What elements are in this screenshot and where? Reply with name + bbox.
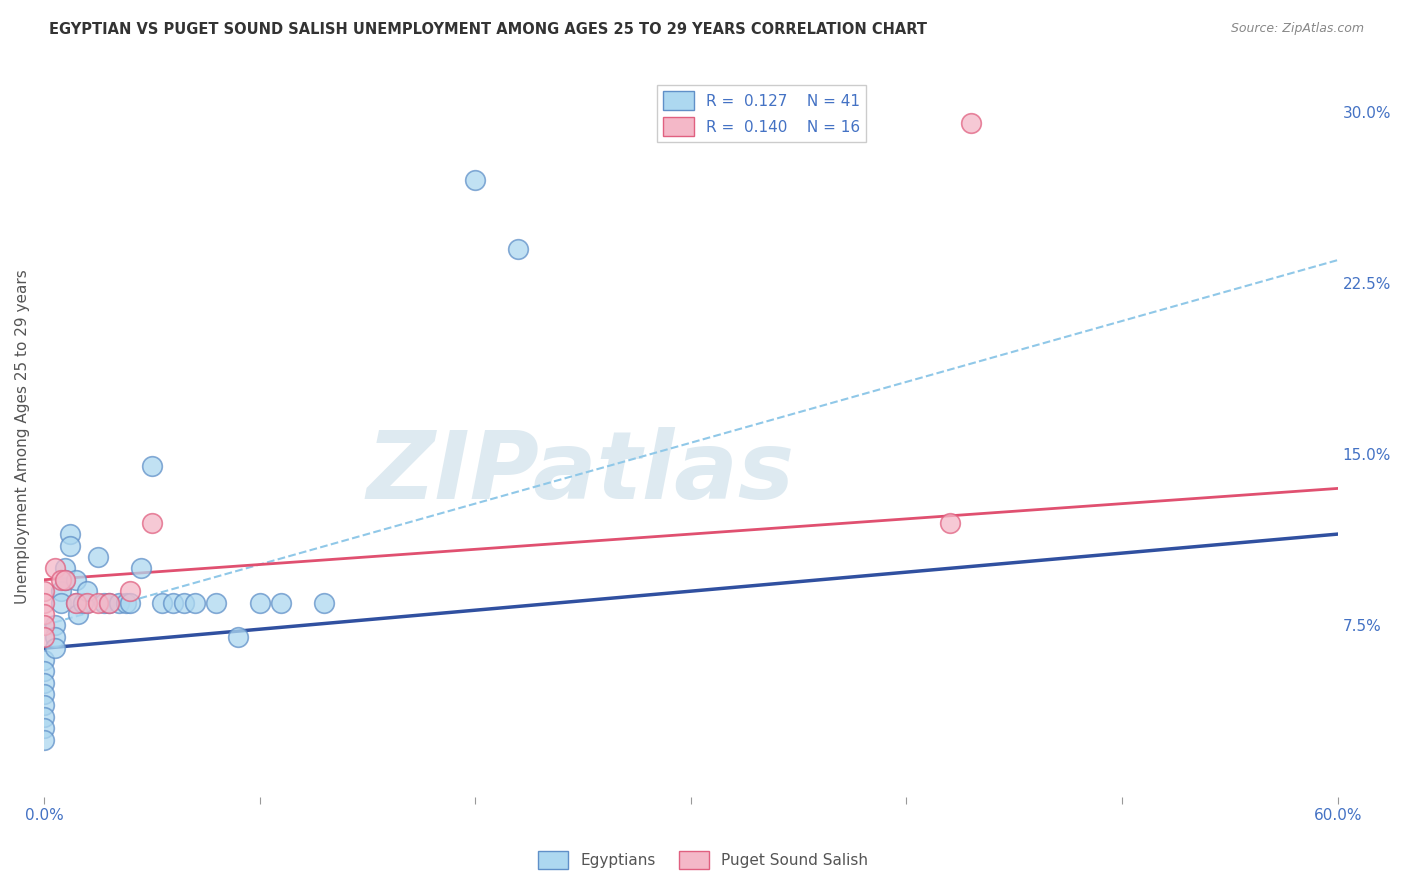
Point bbox=[49, 584, 72, 599]
Point bbox=[152, 596, 174, 610]
Point bbox=[129, 561, 152, 575]
Point bbox=[114, 596, 136, 610]
Point bbox=[141, 516, 163, 530]
Point bbox=[65, 596, 87, 610]
Point bbox=[97, 596, 120, 610]
Point bbox=[97, 596, 120, 610]
Point bbox=[44, 630, 66, 644]
Point bbox=[76, 584, 98, 599]
Point bbox=[44, 561, 66, 575]
Point bbox=[93, 596, 115, 610]
Point bbox=[44, 618, 66, 632]
Point bbox=[59, 527, 82, 541]
Legend: R =  0.127    N = 41, R =  0.140    N = 16: R = 0.127 N = 41, R = 0.140 N = 16 bbox=[658, 85, 866, 142]
Y-axis label: Unemployment Among Ages 25 to 29 years: Unemployment Among Ages 25 to 29 years bbox=[15, 269, 30, 605]
Point bbox=[44, 641, 66, 656]
Point bbox=[141, 458, 163, 473]
Point bbox=[464, 173, 486, 187]
Point bbox=[32, 584, 55, 599]
Point bbox=[32, 721, 55, 735]
Point bbox=[314, 596, 336, 610]
Point bbox=[76, 596, 98, 610]
Point bbox=[938, 516, 960, 530]
Point bbox=[32, 664, 55, 678]
Point bbox=[120, 584, 142, 599]
Point bbox=[55, 573, 77, 587]
Legend: Egyptians, Puget Sound Salish: Egyptians, Puget Sound Salish bbox=[531, 845, 875, 875]
Point bbox=[173, 596, 195, 610]
Point bbox=[32, 618, 55, 632]
Point bbox=[87, 596, 110, 610]
Point bbox=[65, 596, 87, 610]
Point bbox=[49, 573, 72, 587]
Point bbox=[32, 630, 55, 644]
Point bbox=[120, 596, 142, 610]
Point bbox=[184, 596, 207, 610]
Point bbox=[87, 549, 110, 564]
Point bbox=[108, 596, 131, 610]
Point bbox=[67, 607, 90, 621]
Point bbox=[55, 561, 77, 575]
Point bbox=[55, 573, 77, 587]
Point bbox=[508, 242, 530, 256]
Point bbox=[205, 596, 228, 610]
Point bbox=[32, 732, 55, 747]
Text: Source: ZipAtlas.com: Source: ZipAtlas.com bbox=[1230, 22, 1364, 36]
Point bbox=[49, 596, 72, 610]
Point bbox=[72, 596, 94, 610]
Text: ZIPatlas: ZIPatlas bbox=[366, 427, 794, 519]
Point bbox=[226, 630, 249, 644]
Point bbox=[249, 596, 271, 610]
Point bbox=[960, 116, 983, 130]
Point bbox=[65, 573, 87, 587]
Point bbox=[32, 596, 55, 610]
Point bbox=[32, 653, 55, 667]
Point bbox=[59, 539, 82, 553]
Point bbox=[32, 607, 55, 621]
Point bbox=[162, 596, 184, 610]
Point bbox=[32, 675, 55, 690]
Point bbox=[32, 698, 55, 713]
Text: EGYPTIAN VS PUGET SOUND SALISH UNEMPLOYMENT AMONG AGES 25 TO 29 YEARS CORRELATIO: EGYPTIAN VS PUGET SOUND SALISH UNEMPLOYM… bbox=[49, 22, 927, 37]
Point bbox=[32, 687, 55, 701]
Point bbox=[32, 710, 55, 724]
Point bbox=[270, 596, 292, 610]
